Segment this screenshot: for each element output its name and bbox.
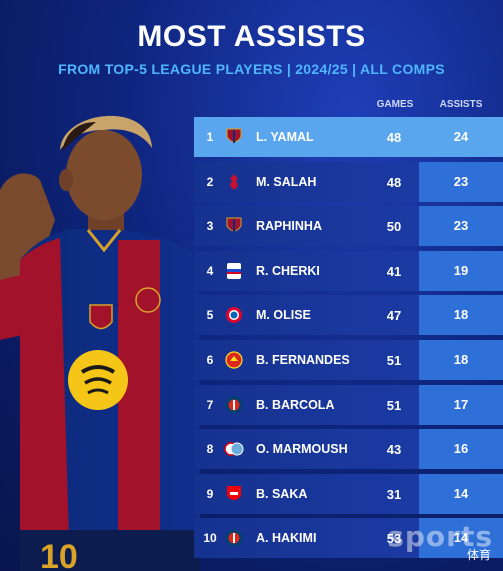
rank: 4 <box>206 263 214 278</box>
table-row: 9 B. SAKA 31 14 <box>194 472 503 517</box>
assists-value: 23 <box>453 173 469 189</box>
rank: 5 <box>206 308 214 323</box>
games-value: 53 <box>386 531 402 547</box>
player-name: M. OLISE <box>256 308 311 323</box>
player-name: B. BARCOLA <box>256 397 335 412</box>
assists-table: 1 L. YAMAL 48 24 2 M. SALAH 48 23 3 RAPH… <box>194 115 503 561</box>
player-name: M. SALAH <box>256 174 317 189</box>
player-name: RAPHINHA <box>256 219 322 234</box>
assists-cell: 23 <box>419 206 503 247</box>
row-main-cell: 10 A. HAKIMI 53 <box>194 518 419 559</box>
assists-value: 24 <box>453 129 469 144</box>
games-value: 50 <box>386 219 402 235</box>
games-value: 48 <box>386 130 402 145</box>
assists-cell: 16 <box>419 429 503 470</box>
rank: 1 <box>206 130 214 144</box>
rank: 9 <box>206 486 214 501</box>
assists-cell: 17 <box>419 384 503 425</box>
assists-value: 14 <box>453 485 469 501</box>
rank: 10 <box>203 531 217 546</box>
rank: 8 <box>206 442 214 457</box>
assists-cell: 19 <box>419 250 503 291</box>
bayern-crest-icon <box>224 305 244 325</box>
rank: 7 <box>206 397 214 412</box>
player-photo: 10 <box>0 115 200 571</box>
player-name: O. MARMOUSH <box>256 442 348 457</box>
table-row: 5 M. OLISE 47 18 <box>194 293 503 338</box>
assists-value: 18 <box>453 351 469 367</box>
assists-cell: 18 <box>419 339 503 380</box>
table-row: 4 R. CHERKI 41 19 <box>194 249 503 294</box>
table-row: 3 RAPHINHA 50 23 <box>194 204 503 249</box>
barcelona-crest-icon <box>224 127 244 147</box>
player-name: B. SAKA <box>256 486 308 501</box>
assists-column-header: ASSISTS <box>439 99 483 110</box>
psg-crest-icon <box>224 528 244 548</box>
page-title: MOST ASSISTS <box>137 20 366 53</box>
arsenal-crest-icon <box>224 484 244 504</box>
rank: 2 <box>206 174 214 189</box>
frankfurt-mancity-crest-icon <box>224 439 244 459</box>
table-row: 7 B. BARCOLA 51 17 <box>194 383 503 428</box>
assists-value: 23 <box>453 218 469 234</box>
table-row: 2 M. SALAH 48 23 <box>194 160 503 205</box>
games-value: 51 <box>386 397 402 413</box>
rank: 3 <box>206 219 214 234</box>
row-main-cell: 5 M. OLISE 47 <box>194 295 419 336</box>
assists-value: 14 <box>453 530 469 546</box>
shirt-number: 10 <box>40 538 78 571</box>
assists-cell: 14 <box>419 473 503 514</box>
row-main-cell: 6 B. FERNANDES 51 <box>194 339 419 380</box>
assists-cell: 18 <box>419 295 503 336</box>
assists-cell: 24 <box>419 117 503 157</box>
games-value: 51 <box>386 352 402 368</box>
row-main-cell: 3 RAPHINHA 50 <box>194 206 419 247</box>
page-subtitle: FROM TOP-5 LEAGUE PLAYERS | 2024/25 | AL… <box>58 61 445 77</box>
games-column-header: GAMES <box>376 99 414 110</box>
games-value: 41 <box>386 263 402 279</box>
row-main-cell: 8 O. MARMOUSH 43 <box>194 429 419 470</box>
table-row: 6 B. FERNANDES 51 18 <box>194 338 503 383</box>
rank: 6 <box>206 352 214 367</box>
row-main-cell: 9 B. SAKA 31 <box>194 473 419 514</box>
player-name: L. YAMAL <box>256 130 314 144</box>
assists-cell: 23 <box>419 161 503 202</box>
player-name: B. FERNANDES <box>256 352 350 367</box>
assists-cell: 14 <box>419 518 503 559</box>
watermark: sports <box>387 520 493 553</box>
row-main-cell: 4 R. CHERKI 41 <box>194 250 419 291</box>
watermark-sub: 体育 <box>466 548 491 562</box>
row-main-cell: 2 M. SALAH 48 <box>194 161 419 202</box>
lyon-crest-icon <box>224 261 244 281</box>
table-row: 1 L. YAMAL 48 24 <box>194 115 503 160</box>
assists-value: 18 <box>453 307 469 323</box>
assists-value: 17 <box>453 396 469 412</box>
games-value: 43 <box>386 442 402 458</box>
player-name: A. HAKIMI <box>256 531 317 546</box>
assists-value: 16 <box>453 441 469 457</box>
table-row: 10 A. HAKIMI 53 14 <box>194 516 503 561</box>
player-name: R. CHERKI <box>256 263 320 278</box>
man-united-crest-icon <box>224 350 244 370</box>
table-row: 8 O. MARMOUSH 43 16 <box>194 427 503 472</box>
games-value: 48 <box>386 174 402 190</box>
assists-value: 19 <box>453 262 469 278</box>
liverpool-crest-icon <box>224 172 244 192</box>
barcelona-crest-icon <box>224 216 244 236</box>
games-value: 47 <box>386 308 402 324</box>
row-main-cell: 1 L. YAMAL 48 <box>194 117 419 157</box>
games-value: 31 <box>386 486 402 502</box>
psg-crest-icon <box>224 395 244 415</box>
row-main-cell: 7 B. BARCOLA 51 <box>194 384 419 425</box>
